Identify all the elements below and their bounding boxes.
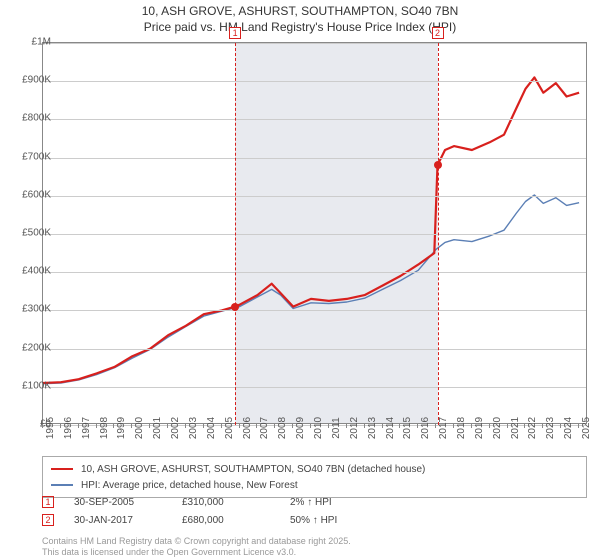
x-axis-label: 2018 (456, 417, 467, 439)
title-line-1: 10, ASH GROVE, ASHURST, SOUTHAMPTON, SO4… (0, 4, 600, 20)
legend-label: HPI: Average price, detached house, New … (81, 480, 298, 491)
x-axis-label: 2015 (402, 417, 413, 439)
chart-svg (43, 43, 586, 423)
x-axis-label: 2023 (545, 417, 556, 439)
legend-label: 10, ASH GROVE, ASHURST, SOUTHAMPTON, SO4… (81, 464, 425, 475)
x-axis-label: 2019 (474, 417, 485, 439)
legend-swatch (51, 468, 73, 471)
x-axis-label: 2004 (206, 417, 217, 439)
x-axis-label: 2014 (385, 417, 396, 439)
x-axis-label: 2022 (527, 417, 538, 439)
x-axis-label: 2025 (581, 417, 592, 439)
y-axis-label: £600K (22, 189, 51, 200)
y-axis-label: £900K (22, 75, 51, 86)
x-axis-label: 2000 (134, 417, 145, 439)
x-axis-label: 2001 (152, 417, 163, 439)
x-axis-label: 1996 (63, 417, 74, 439)
x-axis-label: 2024 (563, 417, 574, 439)
annotation-delta: 50% ↑ HPI (290, 515, 378, 526)
legend-row: 10, ASH GROVE, ASHURST, SOUTHAMPTON, SO4… (51, 461, 578, 477)
x-axis-label: 2011 (331, 417, 342, 439)
title-line-2: Price paid vs. HM Land Registry's House … (0, 20, 600, 36)
chart-marker-box: 1 (229, 27, 241, 39)
x-axis-label: 2012 (349, 417, 360, 439)
x-axis-label: 2020 (492, 417, 503, 439)
y-axis-label: £200K (22, 342, 51, 353)
chart-marker-box: 2 (432, 27, 444, 39)
annotation-row: 1 30-SEP-2005 £310,000 2% ↑ HPI (42, 496, 587, 508)
chart-title-block: 10, ASH GROVE, ASHURST, SOUTHAMPTON, SO4… (0, 0, 600, 37)
annotation-date: 30-JAN-2017 (74, 515, 162, 526)
footer-line-2: This data is licensed under the Open Gov… (42, 547, 296, 558)
annotation-marker-box: 1 (42, 496, 54, 508)
x-axis-label: 2005 (224, 417, 235, 439)
chart-plot-area: 12 (42, 42, 587, 424)
legend-row: HPI: Average price, detached house, New … (51, 477, 578, 493)
annotation-date: 30-SEP-2005 (74, 497, 162, 508)
x-axis-label: 2021 (510, 417, 521, 439)
legend-swatch (51, 484, 73, 486)
x-axis-label: 1997 (81, 417, 92, 439)
x-axis-label: 2016 (420, 417, 431, 439)
x-axis-label: 1998 (99, 417, 110, 439)
x-axis-label: 1995 (45, 417, 56, 439)
x-axis-label: 2009 (295, 417, 306, 439)
annotation-delta: 2% ↑ HPI (290, 497, 378, 508)
x-axis-label: 2003 (188, 417, 199, 439)
x-axis-label: 2008 (277, 417, 288, 439)
y-axis-label: £1M (32, 37, 51, 48)
y-axis-label: £400K (22, 266, 51, 277)
y-axis-label: £800K (22, 113, 51, 124)
x-axis-label: 2013 (367, 417, 378, 439)
x-axis-label: 2007 (259, 417, 270, 439)
y-axis-label: £100K (22, 380, 51, 391)
annotation-price: £310,000 (182, 497, 270, 508)
x-axis-label: 1999 (116, 417, 127, 439)
annotation-marker-box: 2 (42, 514, 54, 526)
y-axis-label: £300K (22, 304, 51, 315)
y-axis-label: £500K (22, 228, 51, 239)
x-axis-label: 2010 (313, 417, 324, 439)
annotation-row: 2 30-JAN-2017 £680,000 50% ↑ HPI (42, 514, 587, 526)
annotation-price: £680,000 (182, 515, 270, 526)
x-axis-label: 2017 (438, 417, 449, 439)
legend-box: 10, ASH GROVE, ASHURST, SOUTHAMPTON, SO4… (42, 456, 587, 498)
footer-line-1: Contains HM Land Registry data © Crown c… (42, 536, 351, 547)
y-axis-label: £700K (22, 151, 51, 162)
x-axis-label: 2002 (170, 417, 181, 439)
x-axis-label: 2006 (242, 417, 253, 439)
